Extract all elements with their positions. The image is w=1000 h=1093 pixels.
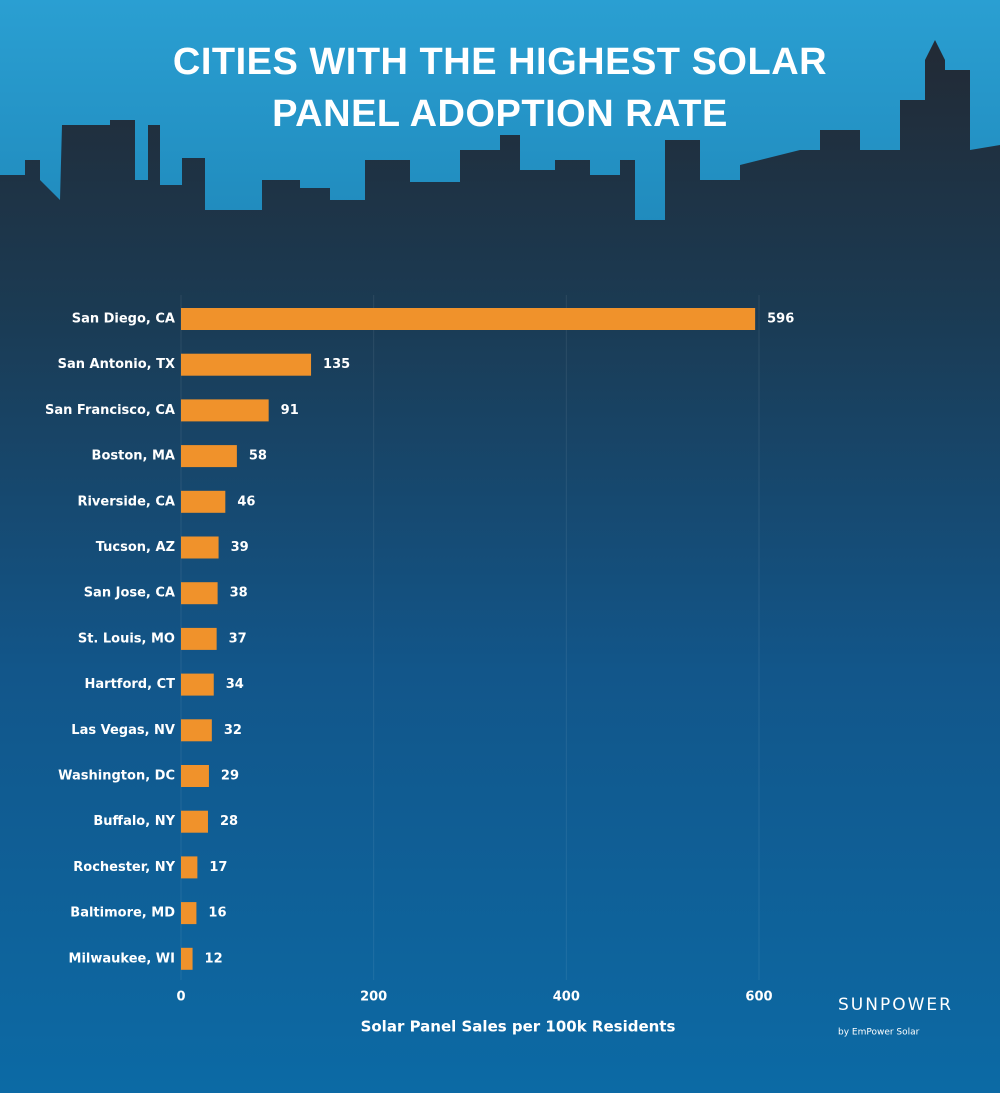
bar [181,719,212,742]
value-label: 135 [323,357,350,372]
bar [181,765,209,787]
y-tick-label: Boston, MA [92,449,175,464]
y-tick-label: Rochester, NY [73,860,175,875]
chart-title: CITIES WITH THE HIGHEST SOLAR PANEL ADOP… [172,41,828,135]
value-label: 38 [230,586,248,601]
y-tick-label: San Antonio, TX [58,357,175,372]
y-tick-label: San Francisco, CA [45,403,175,418]
value-label: 37 [229,631,247,646]
y-tick-label: San Diego, CA [72,312,175,327]
skyline [0,40,1000,1093]
y-tick-label: Milwaukee, WI [69,951,175,966]
value-label: 39 [231,540,249,555]
bar [181,536,219,559]
y-tick-label: Tucson, AZ [96,540,175,555]
bar [181,308,756,330]
value-label: 32 [224,723,242,738]
x-tick-label: 200 [360,990,387,1005]
bar [181,856,198,879]
value-label: 91 [281,403,299,418]
y-tick-label: Hartford, CT [85,677,176,692]
y-tick-label: Baltimore, MD [70,906,175,921]
value-label: 34 [226,677,244,692]
value-label: 28 [220,814,238,829]
y-tick-label: St. Louis, MO [78,631,175,646]
y-tick-label: San Jose, CA [84,586,175,601]
value-label: 16 [208,906,226,921]
x-tick-label: 0 [176,990,185,1005]
value-label: 58 [249,449,267,464]
bar [181,353,312,376]
bar [181,947,193,970]
bar [181,673,214,696]
x-axis-label: Solar Panel Sales per 100k Residents [361,1018,676,1036]
value-label: 29 [221,769,239,784]
value-label: 596 [767,312,794,327]
y-tick-label: Riverside, CA [77,494,175,509]
x-tick-label: 400 [553,990,580,1005]
logo-sub: by EmPower Solar [838,1028,920,1038]
y-tick-label: Las Vegas, NV [71,723,175,738]
x-tick-label: 600 [745,990,772,1005]
logo: SUNPOWER [838,995,953,1015]
y-tick-label: Buffalo, NY [93,814,175,829]
y-tick-label: Washington, DC [58,769,175,784]
bar [181,399,269,422]
value-label: 46 [237,494,255,509]
bar [181,810,208,833]
value-label: 17 [209,860,227,875]
bar [181,582,218,605]
value-label: 12 [205,951,223,966]
bar [181,490,226,513]
bar [181,902,197,925]
bar [181,445,237,468]
bar [181,627,217,650]
